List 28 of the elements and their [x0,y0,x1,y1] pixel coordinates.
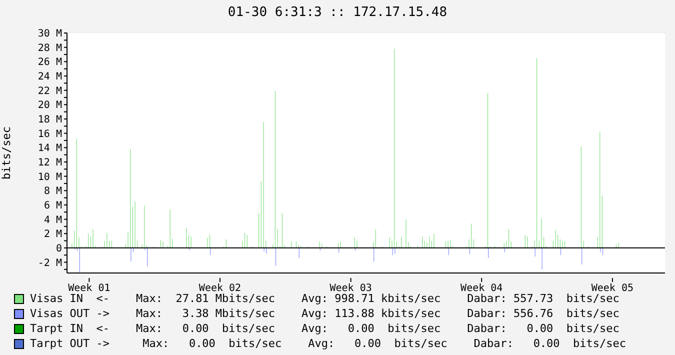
y-tick-label: 4 M [44,214,62,226]
x-tick-label: Week 04 [460,283,503,294]
y-tick-label: 12 M [38,158,62,169]
y-tick-label: 26 M [38,57,62,68]
y-tick-label: 28 M [38,42,62,54]
chart-title: 01-30 6:31:3 :: 172.17.15.48 [226,5,448,20]
y-tick-label: 10 M [38,172,62,183]
y-tick-label: 8 M [44,186,62,198]
y-tick-label: 20 M [38,100,62,112]
x-tick-label: Week 05 [591,283,634,294]
x-tick-label: Week 02 [198,283,242,294]
legend-label: Visas IN <- Max: 27.81 Mbits/sec Avg: 998.71 kbits/sec Dabar: 557.73 bits/sec [30,292,620,306]
legend-label: Visas OUT -> Max: 3.38 Mbits/sec Avg: 113.88 kbits/sec Dabar: 556.76 bits/sec [30,306,620,321]
y-tick-label: 2 M [44,229,62,240]
y-tick-label: 22 M [38,86,62,97]
x-tick-label: Week 01 [68,283,110,294]
y-tick-label: 6 M [44,200,62,212]
legend-label: Tarpt OUT -> Max: 0.00 bits/sec Avg: 0.00 bits/sec Dabar: 0.00 bits/sec [30,336,626,351]
y-tick-label: 0 [56,243,62,254]
y-axis-title: bits/sec [0,126,13,180]
y-tick-label: 30 M [38,28,62,40]
y-tick-label: 16 M [38,128,62,140]
x-tick-label: Week 03 [330,283,372,294]
y-tick-label: 14 M [38,143,62,154]
y-tick-label: 24 M [38,72,62,83]
legend-label: Tarpt IN <- Max: 0.00 bits/sec Avg: 0.00 bits/sec Dabar: 0.00 bits/sec [30,321,620,336]
y-tick-label: -2 M [38,258,62,269]
y-tick-label: 18 M [38,114,62,126]
